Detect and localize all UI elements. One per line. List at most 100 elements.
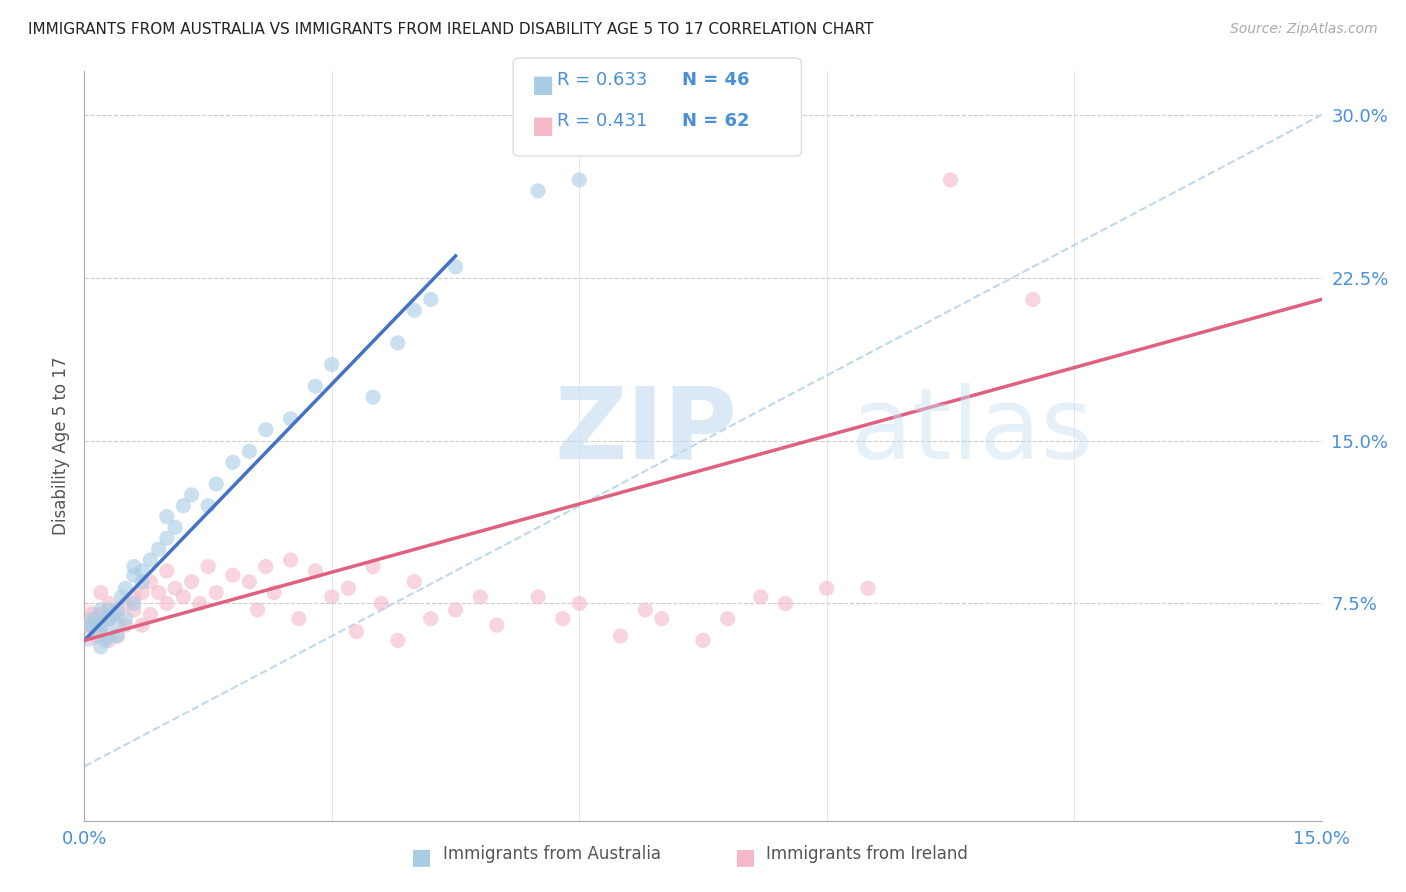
Point: [288, 612, 311, 626]
Text: ZIP: ZIP: [554, 383, 737, 480]
Point: [361, 390, 384, 404]
Point: [122, 603, 145, 617]
Point: [105, 629, 128, 643]
Point: [361, 559, 384, 574]
Point: [321, 358, 343, 372]
Point: [110, 590, 132, 604]
Point: [131, 574, 153, 589]
Point: [304, 564, 326, 578]
Point: [337, 581, 360, 595]
Text: R = 0.431: R = 0.431: [557, 112, 647, 130]
Text: Immigrants from Australia: Immigrants from Australia: [443, 846, 661, 863]
Point: [651, 612, 673, 626]
Text: ■: ■: [531, 73, 554, 97]
Text: R = 0.633: R = 0.633: [557, 71, 647, 89]
Point: [404, 303, 426, 318]
Point: [527, 184, 550, 198]
Point: [148, 585, 170, 599]
Point: [205, 585, 228, 599]
Point: [197, 559, 219, 574]
Point: [122, 590, 145, 604]
Point: [634, 603, 657, 617]
Point: [131, 564, 153, 578]
Point: [105, 618, 128, 632]
Point: [246, 603, 269, 617]
Point: [76, 618, 98, 632]
Point: [370, 597, 392, 611]
Point: [131, 618, 153, 632]
Point: [527, 590, 550, 604]
Text: N = 46: N = 46: [682, 71, 749, 89]
Point: [815, 581, 838, 595]
Point: [609, 629, 631, 643]
Point: [105, 607, 128, 622]
Point: [105, 629, 128, 643]
Point: [156, 509, 179, 524]
Point: [139, 553, 162, 567]
Point: [131, 585, 153, 599]
Point: [172, 499, 194, 513]
Point: [156, 597, 179, 611]
Point: [86, 624, 108, 639]
Text: ■: ■: [412, 847, 432, 867]
Point: [80, 618, 103, 632]
Point: [98, 612, 121, 626]
Point: [122, 559, 145, 574]
Text: atlas: atlas: [852, 383, 1092, 480]
Text: Immigrants from Ireland: Immigrants from Ireland: [766, 846, 969, 863]
Point: [280, 412, 302, 426]
Point: [114, 597, 136, 611]
Point: [90, 585, 112, 599]
Point: [222, 568, 245, 582]
Point: [180, 574, 202, 589]
Point: [103, 607, 125, 622]
Text: IMMIGRANTS FROM AUSTRALIA VS IMMIGRANTS FROM IRELAND DISABILITY AGE 5 TO 17 CORR: IMMIGRANTS FROM AUSTRALIA VS IMMIGRANTS …: [28, 22, 873, 37]
Point: [387, 633, 409, 648]
Point: [77, 618, 100, 632]
Point: [82, 618, 104, 632]
Point: [749, 590, 772, 604]
Point: [304, 379, 326, 393]
Point: [197, 499, 219, 513]
Text: N = 62: N = 62: [682, 112, 749, 130]
Point: [180, 488, 202, 502]
Point: [280, 553, 302, 567]
Point: [172, 590, 194, 604]
Point: [98, 603, 121, 617]
Point: [91, 618, 114, 632]
Point: [114, 581, 136, 595]
Text: ■: ■: [735, 847, 755, 867]
Point: [82, 618, 104, 632]
Point: [321, 590, 343, 604]
Point: [139, 574, 162, 589]
Point: [94, 633, 117, 648]
Point: [114, 618, 136, 632]
Point: [188, 597, 211, 611]
Point: [98, 633, 121, 648]
Point: [122, 597, 145, 611]
Point: [156, 564, 179, 578]
Point: [387, 335, 409, 350]
Point: [90, 618, 112, 632]
Point: [98, 629, 121, 643]
Point: [444, 603, 467, 617]
Point: [90, 607, 112, 622]
Point: [717, 612, 740, 626]
Y-axis label: Disability Age 5 to 17: Disability Age 5 to 17: [52, 357, 70, 535]
Point: [254, 423, 277, 437]
Point: [139, 607, 162, 622]
Point: [444, 260, 467, 274]
Text: Source: ZipAtlas.com: Source: ZipAtlas.com: [1230, 22, 1378, 37]
Point: [485, 618, 508, 632]
Point: [238, 444, 260, 458]
Point: [98, 612, 121, 626]
Point: [419, 612, 441, 626]
Point: [568, 173, 591, 187]
Point: [83, 612, 105, 626]
Point: [114, 612, 136, 626]
Point: [470, 590, 492, 604]
Point: [263, 585, 285, 599]
Point: [156, 531, 179, 545]
Point: [404, 574, 426, 589]
Point: [90, 640, 112, 654]
